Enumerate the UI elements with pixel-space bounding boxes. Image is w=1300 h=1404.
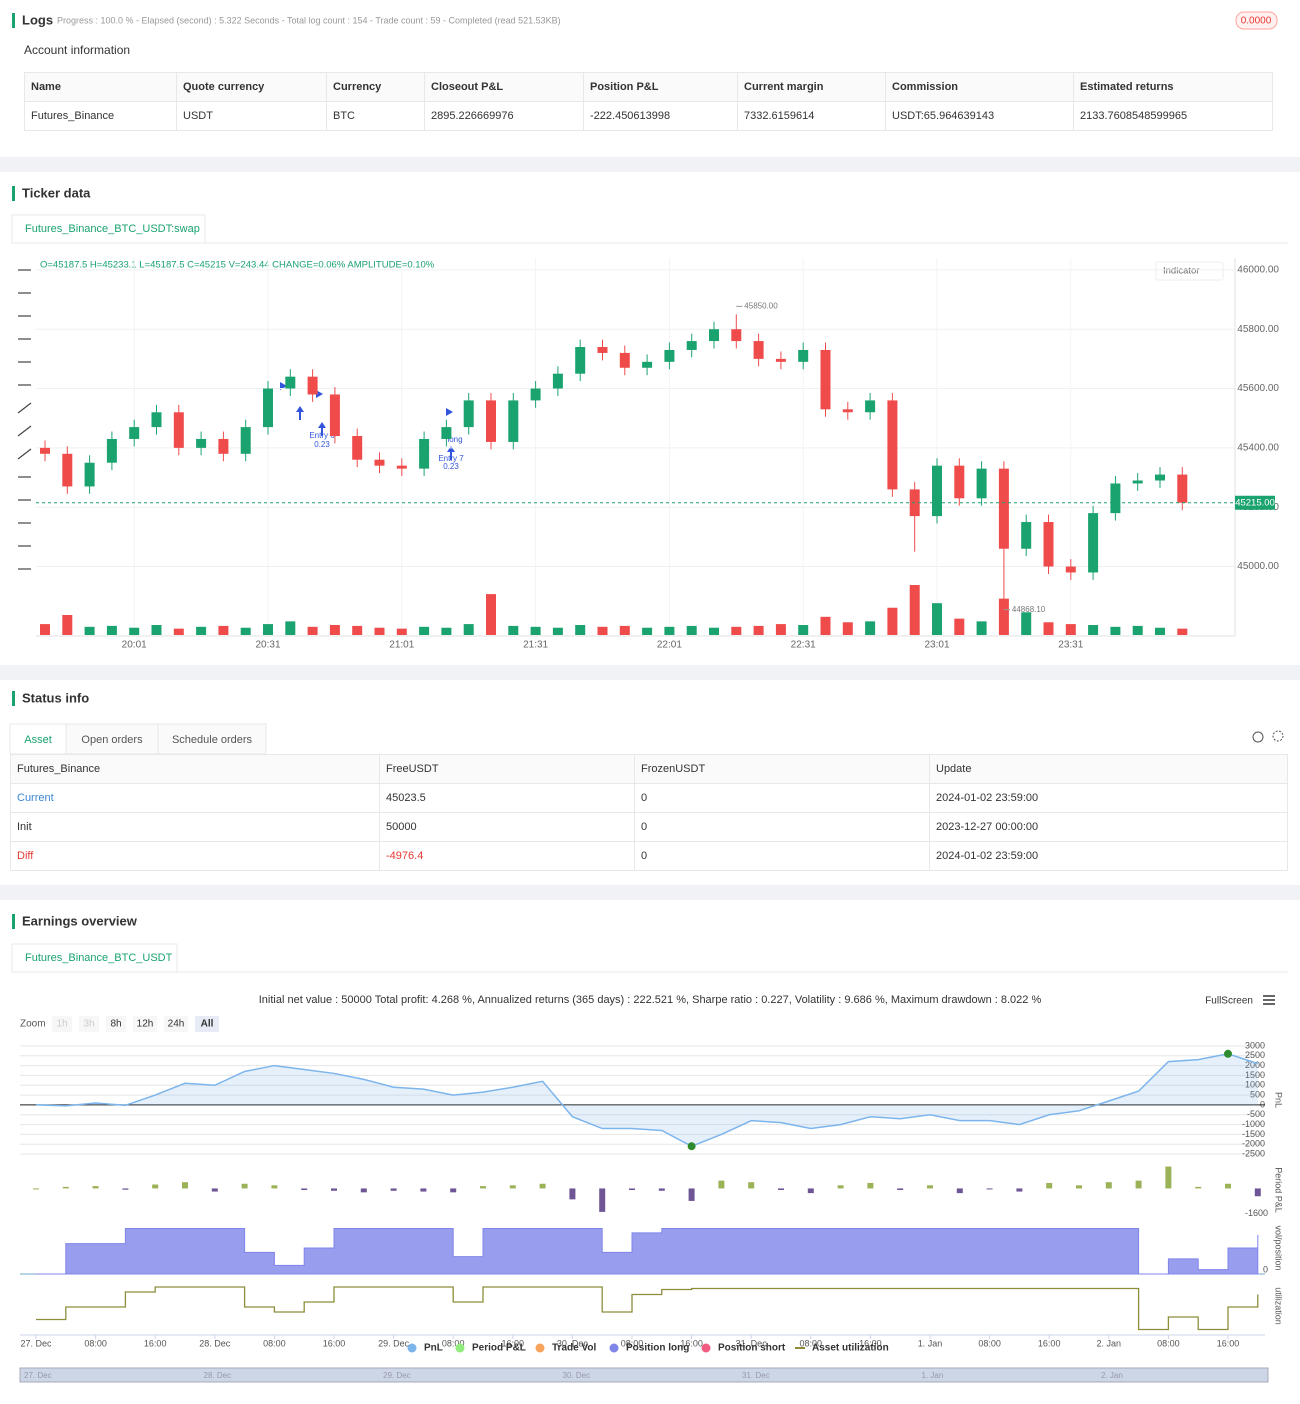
column-header: Current margin xyxy=(737,72,886,102)
column-header: Name xyxy=(24,72,177,102)
table-cell: Futures_Binance xyxy=(24,101,177,131)
table-cell: 0 xyxy=(634,783,930,813)
column-header: Position P&L xyxy=(583,72,738,102)
table-cell: 2023-12-27 00:00:00 xyxy=(929,812,1288,842)
table-cell: -222.450613998 xyxy=(583,101,738,131)
table-cell: 7332.6159614 xyxy=(737,101,886,131)
account-table: Name Quote currency Currency Closeout P&L Po… xyxy=(24,72,1273,131)
table-cell: Diff xyxy=(10,841,380,871)
table-row: Init 50000 0 2023-12-27 00:00:00 xyxy=(10,812,1288,842)
column-header: FrozenUSDT xyxy=(634,754,930,784)
table-cell: 0 xyxy=(634,841,930,871)
column-header: Closeout P&L xyxy=(424,72,584,102)
table-cell: BTC xyxy=(326,101,425,131)
table-cell: 2024-01-02 23:59:00 xyxy=(929,783,1288,813)
table-row: Diff -4976.4 0 2024-01-02 23:59:00 xyxy=(10,841,1288,871)
column-header: Quote currency xyxy=(176,72,327,102)
table-cell: 2895.226669976 xyxy=(424,101,584,131)
column-header: Estimated returns xyxy=(1073,72,1273,102)
table-cell: Init xyxy=(10,812,380,842)
table-cell: 45023.5 xyxy=(379,783,635,813)
table-cell: Current xyxy=(10,783,380,813)
earnings-panel xyxy=(0,900,1300,1404)
column-header: Update xyxy=(929,754,1288,784)
status-table: Futures_Binance FreeUSDT FrozenUSDT Update C… xyxy=(10,754,1288,871)
table-cell: -4976.4 xyxy=(379,841,635,871)
column-header: FreeUSDT xyxy=(379,754,635,784)
table-cell: USDT:65.964639143 xyxy=(885,101,1074,131)
table-cell: 0 xyxy=(634,812,930,842)
table-cell: 2133.7608548599965 xyxy=(1073,101,1273,131)
table-cell: 50000 xyxy=(379,812,635,842)
table-row: Futures_Binance USDT BTC 2895.226669976 -222… xyxy=(24,101,1273,131)
column-header: Commission xyxy=(885,72,1074,102)
column-header: Futures_Binance xyxy=(10,754,380,784)
ticker-panel xyxy=(0,172,1300,665)
header-row: Name Quote currency Currency Closeout P&L Po… xyxy=(24,72,1273,102)
header-row: Futures_Binance FreeUSDT FrozenUSDT Update xyxy=(10,754,1288,784)
table-cell: USDT xyxy=(176,101,327,131)
column-header: Currency xyxy=(326,72,425,102)
table-row: Current 45023.5 0 2024-01-02 23:59:00 xyxy=(10,783,1288,813)
table-cell: 2024-01-02 23:59:00 xyxy=(929,841,1288,871)
